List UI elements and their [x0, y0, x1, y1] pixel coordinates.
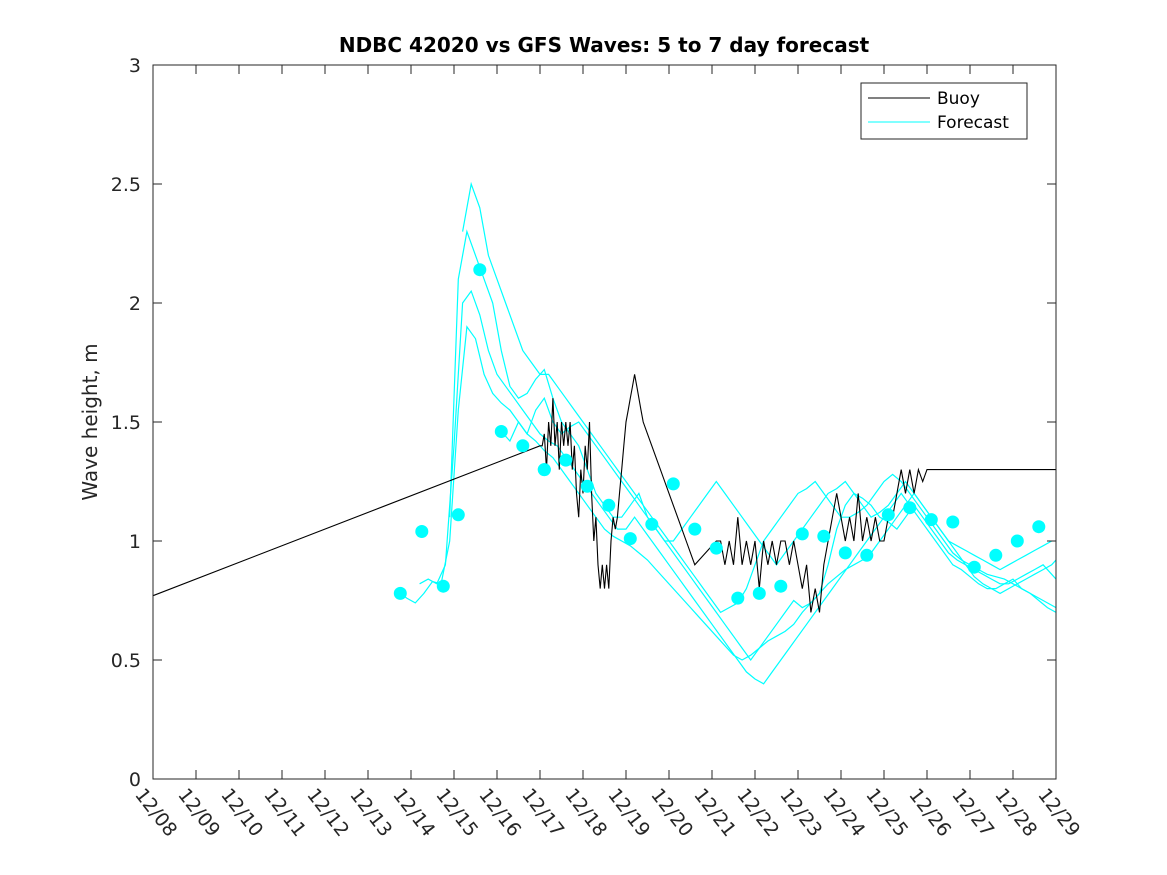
legend: Buoy Forecast: [860, 82, 1028, 140]
y-tick-label-5: 2.5: [111, 174, 141, 196]
forecast-point-7: [516, 439, 530, 453]
forecast-point-17: [709, 541, 723, 555]
y-axis-label: Wave height, m: [78, 343, 102, 500]
y-tick-label-1: 0.5: [111, 650, 141, 672]
y-tick-label-0: 0: [129, 769, 141, 791]
forecast-point-30: [989, 548, 1003, 562]
forecast-point-16: [688, 522, 702, 536]
legend-buoy-label: Buoy: [937, 89, 980, 109]
forecast-point-23: [838, 546, 852, 560]
forecast-point-18: [731, 591, 745, 605]
forecast-point-10: [559, 453, 573, 467]
forecast-point-31: [1010, 534, 1024, 548]
forecast-point-24: [860, 548, 874, 562]
forecast-point-26: [903, 501, 917, 515]
forecast-point-1: [393, 586, 407, 600]
forecast-point-28: [946, 515, 960, 529]
forecast-run-line-3: [449, 229, 1057, 662]
forecast-point-15: [666, 477, 680, 491]
y-tick-label-2: 1: [129, 531, 141, 553]
forecast-point-13: [623, 532, 637, 546]
y-tick-label-4: 2: [129, 293, 141, 315]
y-tick-label-3: 1.5: [111, 412, 141, 434]
forecast-run-line-4: [462, 181, 1057, 614]
forecast-point-2: [415, 525, 429, 538]
forecast-run-line-1: [399, 325, 1057, 661]
forecast-point-5: [473, 263, 487, 277]
forecast-point-6: [494, 425, 508, 438]
forecast-point-29: [967, 560, 981, 574]
forecast-point-12: [602, 498, 616, 512]
y-tick-label-6: 3: [129, 55, 141, 77]
forecast-point-32: [1032, 520, 1046, 534]
forecast-point-27: [924, 513, 938, 527]
forecast-run-line-2: [419, 289, 1057, 685]
forecast-point-21: [795, 527, 809, 541]
forecast-point-25: [881, 508, 895, 522]
forecast-point-11: [580, 479, 594, 493]
buoy-line: [152, 374, 1056, 613]
legend-forecast-label: Forecast: [937, 113, 1009, 133]
chart-title: NDBC 42020 vs GFS Waves: 5 to 7 day fore…: [339, 33, 870, 57]
forecast-point-20: [774, 579, 788, 593]
forecast-point-22: [817, 529, 831, 543]
legend-box: [860, 82, 1028, 140]
forecast-point-3: [436, 579, 450, 593]
forecast-point-4: [451, 508, 465, 522]
forecast-point-14: [645, 517, 659, 531]
forecast-point-9: [537, 463, 551, 477]
forecast-point-19: [752, 586, 766, 600]
